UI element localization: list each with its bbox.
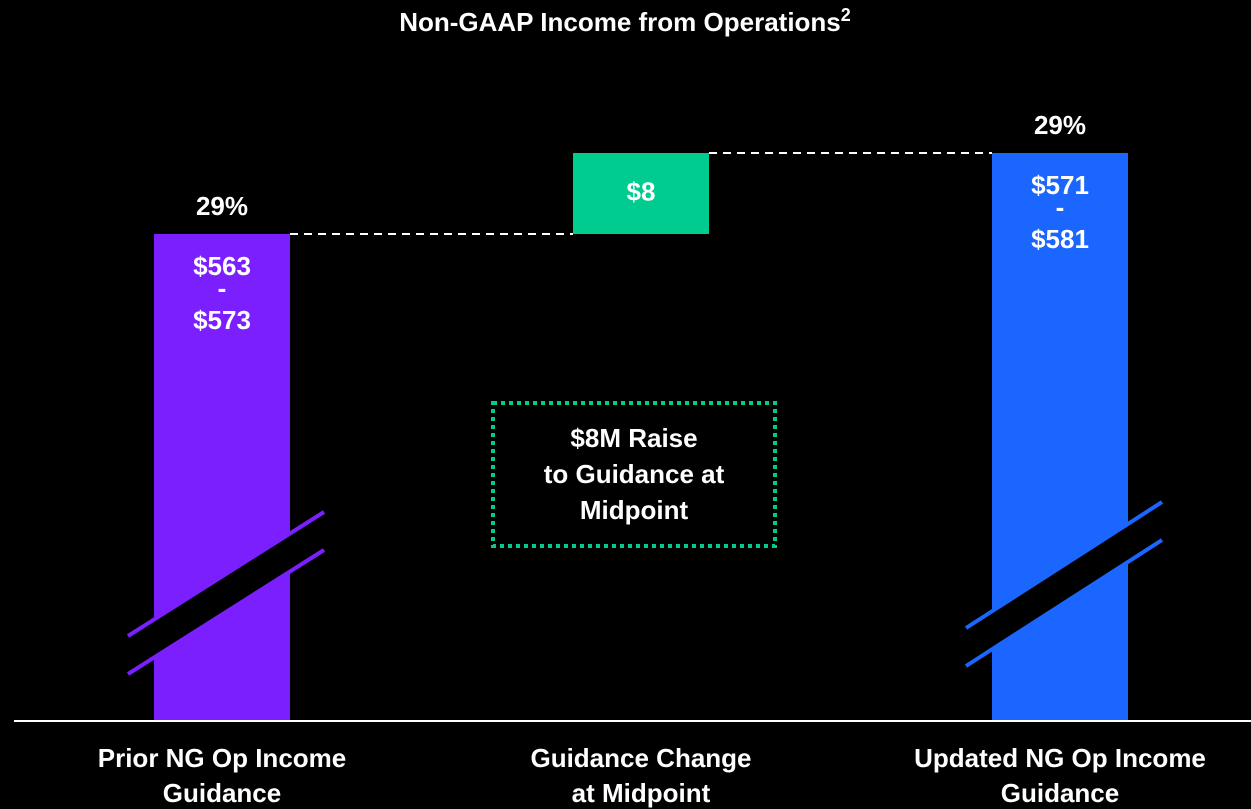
axis-break bbox=[966, 502, 1162, 666]
axis-break-edge bbox=[964, 538, 1164, 668]
category-label: Guidance bbox=[163, 778, 281, 808]
high-label: $573 bbox=[193, 305, 251, 335]
margin-label: 29% bbox=[1034, 110, 1086, 140]
axis-break-edge bbox=[964, 500, 1164, 630]
value-label: $8 bbox=[627, 176, 656, 206]
high-label: $581 bbox=[1031, 224, 1089, 254]
low-label: $571 bbox=[1031, 170, 1089, 200]
annotation-text: $8M Raise bbox=[570, 423, 697, 453]
category-label: Prior NG Op Income bbox=[98, 743, 347, 773]
category-label: Updated NG Op Income bbox=[914, 743, 1206, 773]
margin-label: 29% bbox=[196, 191, 248, 221]
low-label: $563 bbox=[193, 251, 251, 281]
title-text: Non-GAAP Income from Operations bbox=[399, 7, 841, 37]
separator: - bbox=[218, 273, 227, 303]
title-superscript: 2 bbox=[841, 5, 851, 25]
annotation-text: Midpoint bbox=[580, 495, 689, 525]
category-label: Guidance Change bbox=[530, 743, 751, 773]
axis-break bbox=[128, 512, 324, 674]
category-label: Guidance bbox=[1001, 778, 1119, 808]
axis-break-edge bbox=[126, 510, 326, 638]
annotation-box bbox=[491, 401, 777, 548]
separator: - bbox=[1056, 192, 1065, 222]
chart-title: Non-GAAP Income from Operations2 bbox=[399, 5, 851, 37]
bar bbox=[573, 153, 709, 234]
category-label: at Midpoint bbox=[572, 778, 711, 808]
axis-break-edge bbox=[126, 548, 326, 676]
annotation-text: to Guidance at bbox=[544, 459, 725, 489]
